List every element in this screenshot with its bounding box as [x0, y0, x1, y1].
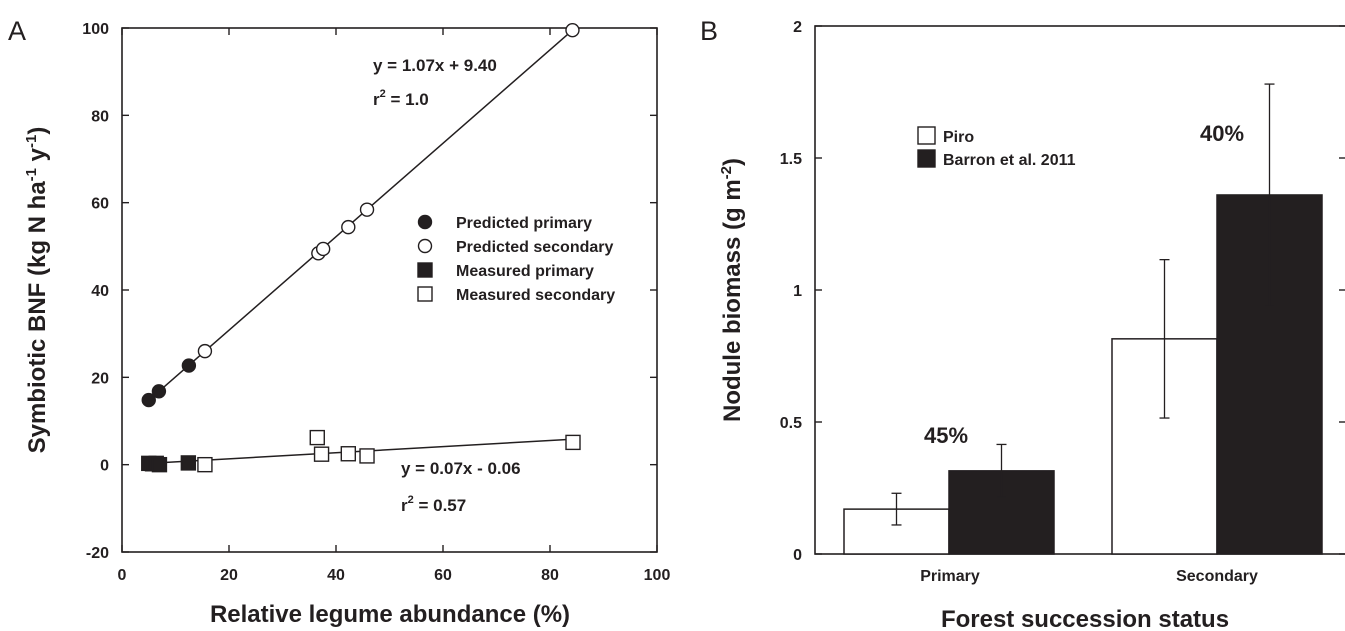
b-y-axis: 0 0.5 1 1.5 2 — [780, 19, 1345, 564]
legend-label-predicted-primary: Predicted primary — [456, 215, 592, 232]
legend-label-barron: Barron et al. 2011 — [943, 152, 1076, 169]
a-x-axis: 0 20 40 60 80 100 — [118, 28, 671, 584]
predicted-primary-point — [181, 358, 197, 373]
measured-primary-point — [151, 456, 168, 473]
a-y-tick-label: 100 — [82, 21, 109, 38]
predicted-secondary-point — [197, 343, 213, 359]
measured-secondary-point — [313, 446, 330, 462]
a-y-tick-label: -20 — [86, 545, 109, 562]
b-y-tick-label: 1.5 — [780, 151, 802, 168]
legend-label-predicted-secondary: Predicted secondary — [456, 239, 614, 256]
a-y-tick-label: 40 — [91, 283, 109, 300]
b-category-label-secondary: Secondary — [1176, 568, 1258, 585]
b-category-label-primary: Primary — [920, 568, 980, 585]
a-y-tick-label: 80 — [91, 108, 109, 125]
predicted-secondary-point — [341, 219, 356, 235]
measured-secondary-point — [340, 446, 357, 462]
a-y-tick-label: 0 — [100, 458, 109, 475]
a-x-tick-label: 20 — [220, 567, 238, 584]
predicted-secondary-point — [359, 202, 375, 217]
b-y-axis-title: Nodule biomass (g m-2) — [718, 158, 746, 422]
fit-1-equation: y = 1.07x + 9.40 — [373, 56, 497, 75]
measured-primary-point — [180, 455, 197, 471]
b-y-tick-label: 0.5 — [780, 415, 802, 432]
b-legend: Piro Barron et al. 2011 — [917, 126, 1076, 169]
legend-marker-predicted-secondary — [417, 238, 433, 254]
predicted-primary-point — [151, 384, 167, 399]
a-y-tick-label: 60 — [91, 196, 109, 213]
b-y-tick-label: 1 — [793, 283, 802, 300]
a-y-axis: -20 0 20 40 60 80 100 — [82, 21, 657, 562]
panel-a-label: A — [8, 16, 26, 46]
a-x-tick-label: 100 — [644, 567, 671, 584]
b-x-axis-title: Forest succession status — [941, 606, 1229, 631]
a-x-tick-label: 80 — [541, 567, 559, 584]
legend-label-measured-secondary: Measured secondary — [456, 287, 615, 304]
panel-b-label: B — [700, 16, 718, 46]
legend-label-piro: Piro — [943, 129, 974, 146]
predicted-secondary-point — [315, 241, 331, 257]
legend-marker-piro — [917, 126, 936, 145]
legend-marker-barron — [917, 149, 936, 168]
a-y-axis-title: Symbiotic BNF (kg N ha-1 y-1) — [23, 127, 51, 454]
a-x-tick-label: 40 — [327, 567, 345, 584]
b-y-tick-label: 0 — [793, 547, 802, 564]
legend-marker-predicted-primary — [417, 214, 433, 230]
predicted-secondary-point — [565, 22, 580, 38]
a-x-tick-label: 0 — [118, 567, 127, 584]
fit-1-r2: r2 = 1.0 — [373, 88, 429, 109]
measured-secondary-point — [309, 429, 325, 446]
a-x-tick-label: 60 — [434, 567, 452, 584]
fit-line-1 — [148, 28, 575, 401]
a-data-points — [141, 22, 581, 473]
b-bars — [843, 83, 1323, 555]
panel-b: B 0 0.5 1 1.5 2 Nodule biomass (g m-2) Prima… — [700, 16, 1345, 631]
legend-label-measured-primary: Measured primary — [456, 263, 594, 280]
percent-annotation-secondary: 40% — [1200, 121, 1244, 146]
b-y-tick-label: 2 — [793, 19, 802, 36]
measured-secondary-point — [197, 456, 213, 473]
a-y-tick-label: 20 — [91, 370, 109, 387]
predicted-primary-point — [141, 392, 156, 408]
measured-secondary-point — [359, 448, 375, 464]
a-legend: Predicted primary Predicted secondary Me… — [417, 214, 615, 304]
a-x-axis-title: Relative legume abundance (%) — [210, 601, 570, 628]
percent-annotation-primary: 45% — [924, 423, 968, 448]
measured-secondary-point — [565, 434, 581, 451]
fit-2-equation: y = 0.07x - 0.06 — [401, 459, 521, 478]
legend-marker-measured-primary — [417, 262, 433, 278]
fit-2-r2: r2 = 0.57 — [401, 494, 466, 515]
legend-marker-measured-secondary — [417, 286, 433, 302]
panel-a: A -20 0 20 40 60 80 100 0 20 40 60 80 100 Symbiotic… — [8, 16, 670, 628]
